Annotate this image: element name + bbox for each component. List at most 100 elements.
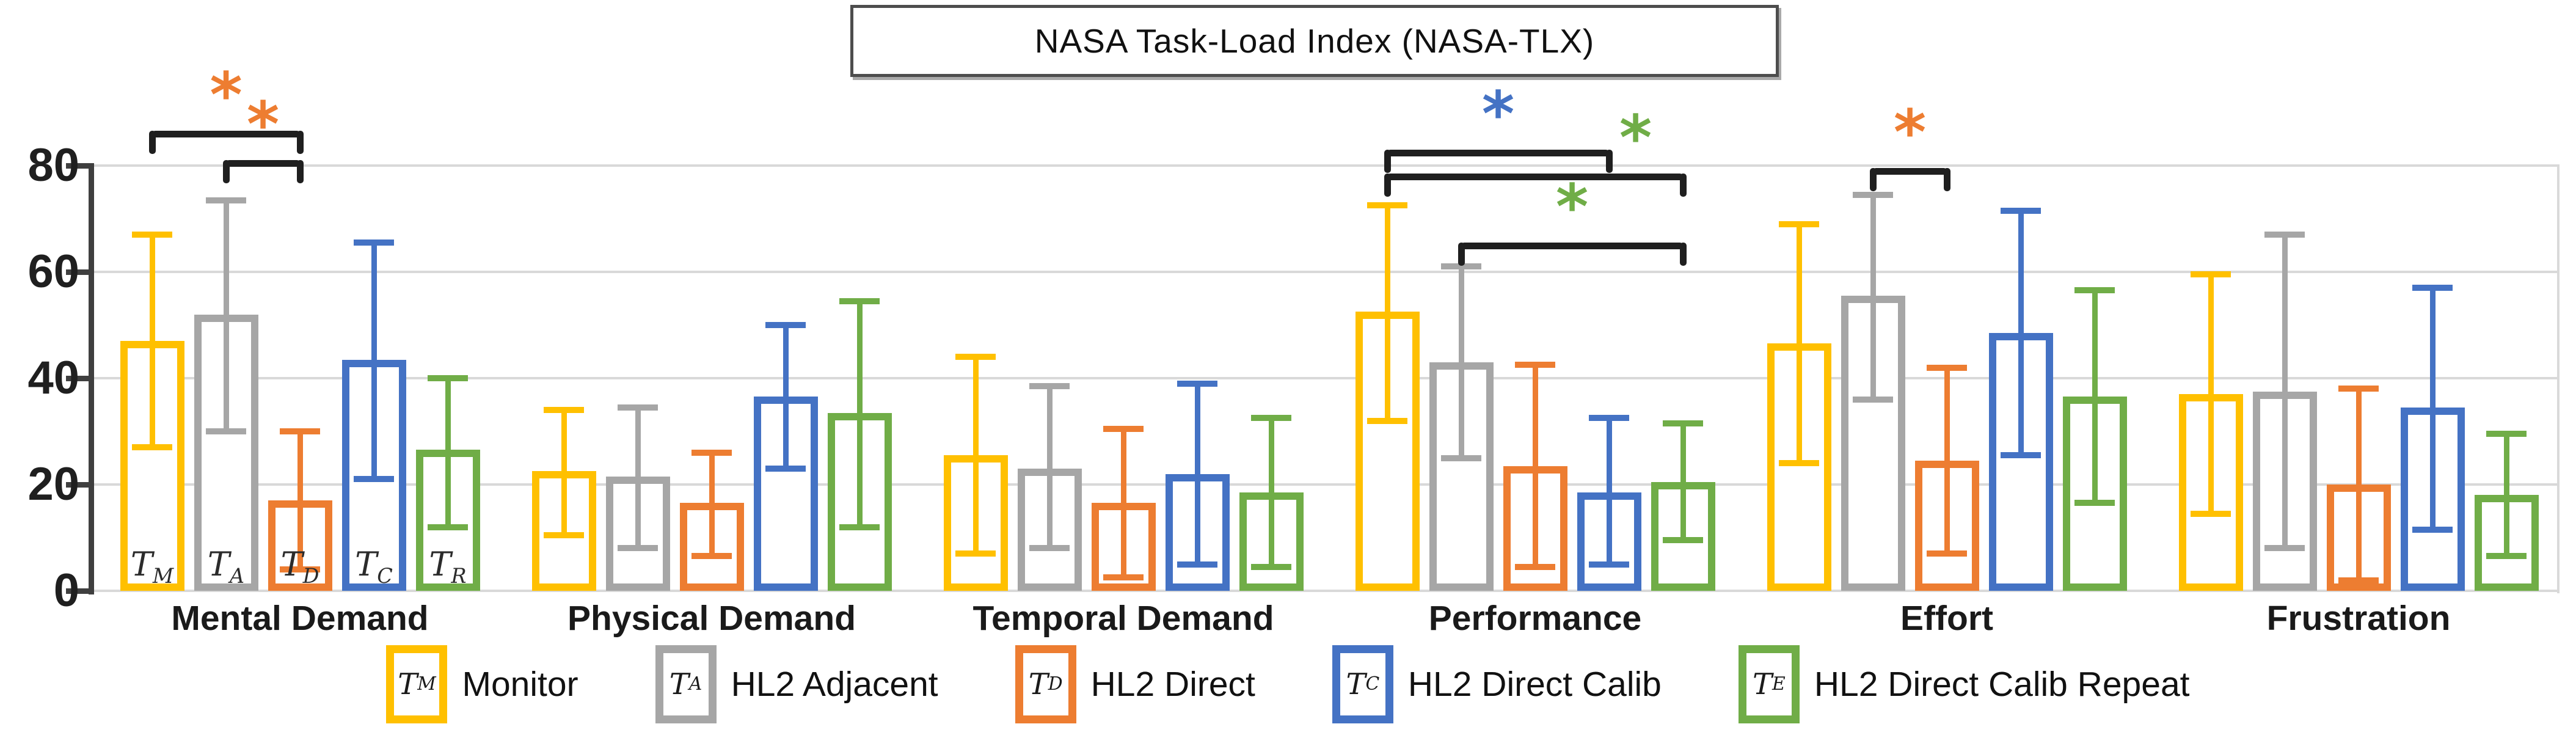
sig-bracket-tick — [297, 131, 304, 155]
error-bar-cap — [354, 240, 394, 246]
sig-bracket — [1387, 174, 1683, 181]
error-bar-cap — [2412, 285, 2453, 291]
legend-item: T M Monitor — [386, 645, 578, 723]
gridline — [92, 164, 2560, 167]
error-bar-cap — [1251, 415, 1291, 422]
sig-star: * — [210, 59, 243, 133]
error-bar-cap — [428, 524, 468, 530]
y-axis-line — [89, 163, 94, 594]
legend: T M Monitor T A HL2 Adjacent T D HL2 Direct T C HL2… — [0, 645, 2576, 723]
legend-item: T E HL2 Direct Calib Repeat — [1738, 645, 2190, 723]
y-axis-tick — [66, 482, 92, 488]
error-bar — [2504, 434, 2509, 557]
error-bar — [1269, 418, 1274, 567]
error-bar-cap — [2001, 207, 2041, 214]
error-bar-cap — [1103, 425, 1144, 432]
error-bar-cap — [1663, 537, 1703, 544]
error-bar — [709, 452, 715, 557]
sig-bracket-tick — [1870, 168, 1877, 192]
error-bar — [297, 431, 303, 570]
category-label: Frustration — [2266, 599, 2451, 638]
sig-bracket — [1873, 168, 1947, 175]
y-axis-tick — [66, 376, 92, 381]
sig-bracket-tick — [1458, 243, 1465, 266]
error-bar-cap — [2264, 545, 2305, 552]
bar-symbol-label: TC — [355, 545, 393, 588]
error-bar-cap — [839, 524, 880, 530]
sig-bracket — [226, 160, 300, 167]
sig-bracket-tick — [149, 131, 156, 155]
sig-bracket-tick — [1680, 243, 1687, 266]
y-tick-label: 20 — [27, 458, 79, 510]
sig-star: * — [1555, 171, 1589, 244]
error-bar-cap — [1441, 263, 1481, 270]
error-bar-cap — [1515, 563, 1555, 570]
error-bar-cap — [132, 232, 172, 238]
sig-bracket-tick — [297, 160, 304, 184]
error-bar-cap — [839, 298, 880, 304]
sig-bracket — [152, 131, 300, 138]
chart-title-box: NASA Task-Load Index (NASA-TLX) — [850, 5, 1779, 77]
error-bar — [2282, 235, 2288, 549]
error-bar-cap — [765, 322, 806, 328]
error-bar-cap — [1779, 221, 1819, 227]
error-bar-cap — [2338, 577, 2379, 583]
sig-star: * — [246, 89, 280, 162]
error-bar-cap — [1029, 545, 1070, 552]
error-bar — [1607, 418, 1612, 565]
error-bar-cap — [544, 532, 584, 538]
error-bar-cap — [2486, 553, 2527, 560]
error-bar — [635, 407, 641, 549]
gridline — [92, 590, 2560, 592]
error-bar — [1385, 205, 1390, 421]
error-bar-cap — [544, 407, 584, 414]
error-bar — [2208, 274, 2214, 514]
error-bar-cap — [354, 476, 394, 483]
sig-bracket-tick — [1680, 174, 1687, 197]
error-bar-cap — [2486, 431, 2527, 437]
error-bar-cap — [1251, 563, 1291, 570]
plot-right-edge — [2557, 166, 2560, 593]
error-bar-cap — [1853, 396, 1893, 403]
gridline — [92, 483, 2560, 486]
error-bar — [857, 301, 863, 527]
error-bar-cap — [2191, 510, 2231, 517]
error-bar-cap — [206, 428, 246, 434]
sig-bracket — [1461, 243, 1683, 250]
error-bar — [224, 200, 229, 431]
error-bar — [2018, 210, 2024, 456]
y-tick-label: 60 — [27, 246, 79, 298]
bar-symbol-label: TA — [207, 545, 245, 588]
error-bar-cap — [1367, 417, 1407, 424]
bar-C-4 — [1988, 333, 2053, 591]
gridline — [92, 377, 2560, 379]
legend-item: T A HL2 Adjacent — [655, 645, 938, 723]
legend-label: HL2 Direct Calib — [1407, 665, 1662, 704]
category-label: Mental Demand — [171, 599, 429, 638]
error-bar — [1459, 266, 1464, 458]
error-bar-cap — [1779, 460, 1819, 467]
legend-label: Monitor — [462, 665, 578, 704]
error-bar-cap — [691, 449, 732, 456]
sig-star: * — [1619, 102, 1652, 175]
error-bar — [2356, 389, 2362, 580]
y-tick-label: 0 — [53, 565, 79, 616]
error-bar-cap — [691, 553, 732, 560]
bar-symbol-label: TD — [280, 545, 319, 588]
error-bar — [1533, 365, 1538, 567]
category-label: Performance — [1428, 599, 1642, 638]
legend-item: T D HL2 Direct — [1015, 645, 1255, 723]
bar-C-1 — [753, 397, 818, 591]
bar-symbol-label: TM — [130, 545, 174, 588]
error-bar-cap — [955, 550, 996, 557]
error-bar-cap — [1853, 191, 1893, 198]
y-tick-label: 80 — [27, 139, 79, 191]
error-bar-cap — [1029, 383, 1070, 390]
legend-label: HL2 Direct — [1090, 665, 1255, 704]
error-bar-cap — [280, 428, 320, 434]
y-axis-tick — [66, 588, 92, 594]
error-bar — [445, 378, 451, 527]
